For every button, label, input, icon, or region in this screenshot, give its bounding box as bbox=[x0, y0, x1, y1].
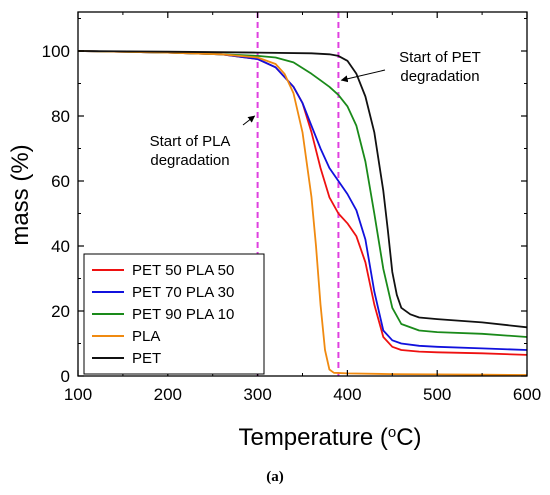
x-tick-label: 400 bbox=[333, 385, 361, 404]
figure-caption: (a) bbox=[266, 469, 284, 485]
x-axis-title: Temperature (oC) bbox=[238, 424, 421, 452]
legend-label: PET 50 PLA 50 bbox=[132, 262, 234, 279]
x-tick-label: 500 bbox=[423, 385, 451, 404]
annotation-arrow bbox=[340, 69, 386, 83]
x-tick-label: 200 bbox=[154, 385, 182, 404]
legend-label: PLA bbox=[132, 328, 160, 345]
y-tick-label: 100 bbox=[42, 42, 70, 61]
y-tick-label: 0 bbox=[61, 367, 70, 386]
legend-label: PET bbox=[132, 350, 161, 367]
annotation-arrow bbox=[242, 115, 256, 126]
y-tick-label: 40 bbox=[51, 237, 70, 256]
series-line bbox=[78, 50, 527, 351]
annotation-text: Start of PET degradation bbox=[399, 49, 481, 85]
y-tick-label: 60 bbox=[51, 172, 70, 191]
annotation-text: Start of PLA degradation bbox=[150, 133, 231, 169]
series-line bbox=[78, 50, 527, 338]
y-axis-title: mass (%) bbox=[7, 144, 34, 245]
series-line bbox=[78, 50, 527, 329]
legend-label: PET 70 PLA 30 bbox=[132, 284, 234, 301]
x-tick-label: 300 bbox=[243, 385, 271, 404]
y-tick-label: 80 bbox=[51, 107, 70, 126]
y-tick-label: 20 bbox=[51, 302, 70, 321]
x-tick-label: 100 bbox=[64, 385, 92, 404]
legend-label: PET 90 PLA 10 bbox=[132, 306, 234, 323]
x-tick-label: 600 bbox=[513, 385, 541, 404]
